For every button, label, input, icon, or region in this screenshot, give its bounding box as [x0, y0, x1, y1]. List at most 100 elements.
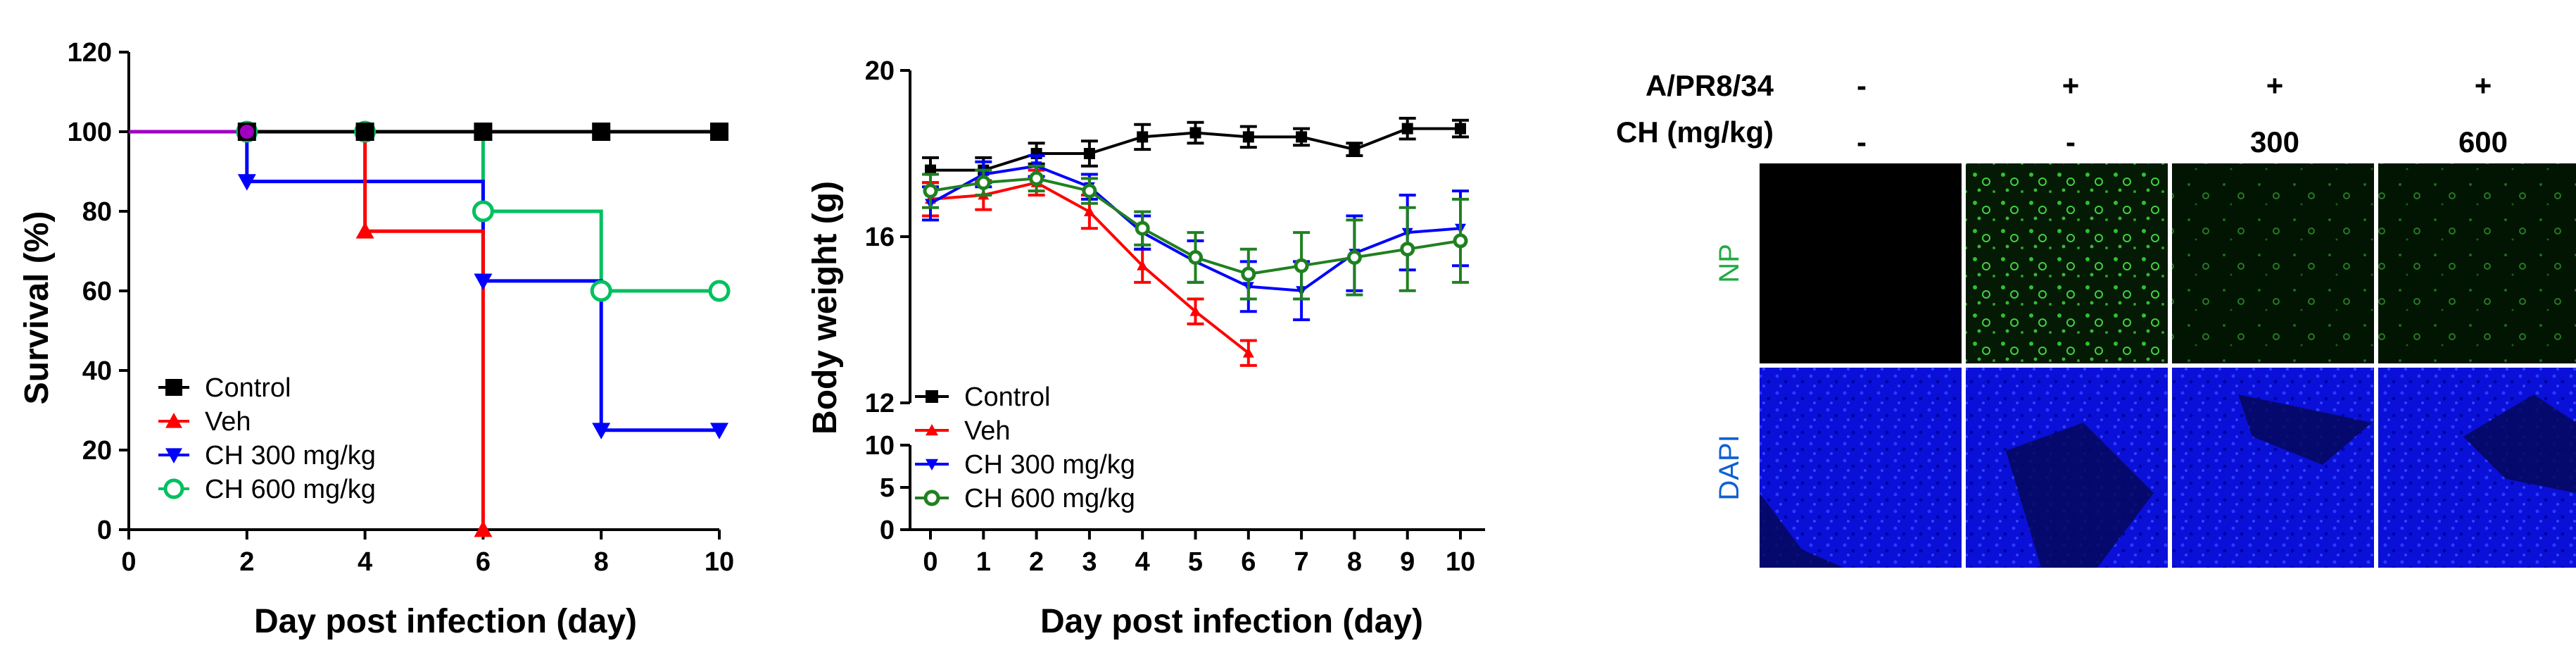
np-microscopy-panel — [1760, 163, 1962, 363]
dapi-microscopy-panel — [2172, 368, 2374, 568]
image-grid-row-label: DAPI — [1714, 435, 1745, 500]
body-weight-x-tick-label: 6 — [1241, 547, 1256, 577]
image-grid-header-value: + — [2062, 69, 2080, 102]
survival-x-tick-label: 10 — [705, 547, 734, 577]
body-weight-y-tick-label: 0 — [880, 516, 895, 545]
survival-legend-marker — [163, 478, 184, 499]
body-weight-data-point — [1400, 242, 1415, 257]
image-grid-header-value: - — [2066, 125, 2076, 158]
np-microscopy-panel — [2378, 163, 2576, 363]
survival-legend: Control Veh CH 300 mg/kg CH 600 mg/kg — [158, 373, 376, 504]
survival-x-tick-label: 0 — [121, 547, 136, 577]
body-weight-data-point — [1083, 148, 1095, 159]
body-weight-legend-label: CH 300 mg/kg — [964, 450, 1135, 480]
body-weight-y-tick-label: 12 — [865, 389, 895, 418]
body-weight-data-point — [1137, 131, 1149, 143]
survival-overlap-point — [239, 125, 254, 139]
survival-y-tick-label: 40 — [82, 356, 112, 386]
body-weight-legend: Control Veh CH 300 mg/kg CH 600 mg/kg — [915, 382, 1135, 513]
survival-y-tick-label: 60 — [82, 277, 112, 306]
survival-y-tick-label: 100 — [68, 118, 112, 147]
survival-y-tick-label: 80 — [82, 197, 112, 227]
body-weight-x-tick-label: 4 — [1135, 547, 1150, 577]
body-weight-x-axis-label: Day post infection (day) — [1040, 603, 1423, 640]
survival-series-layer — [129, 120, 731, 537]
body-weight-x-tick-label: 3 — [1082, 547, 1097, 577]
survival-legend-label: CH 600 mg/kg — [205, 475, 376, 504]
body-weight-data-point — [1401, 123, 1413, 135]
survival-data-point — [592, 423, 611, 440]
body-weight-data-point — [1453, 233, 1468, 249]
survival-x-tick-label: 8 — [594, 547, 609, 577]
dapi-microscopy-panel — [1760, 368, 1962, 568]
body-weight-data-point — [1189, 306, 1201, 316]
survival-y-tick-label: 20 — [82, 436, 112, 466]
body-weight-x-tick-label: 7 — [1294, 547, 1309, 577]
body-weight-x-tick-label: 2 — [1029, 547, 1044, 577]
body-weight-legend-label: Control — [964, 382, 1051, 412]
dapi-tissue-void — [2238, 394, 2372, 465]
body-weight-x-tick-label: 10 — [1446, 547, 1475, 577]
image-grid-header-value: - — [1857, 69, 1867, 102]
survival-data-point — [355, 123, 374, 141]
body-weight-x-tick-label: 1 — [976, 547, 991, 577]
survival-legend-marker — [165, 379, 182, 396]
image-grid-header-label: CH (mg/kg) — [1616, 116, 1774, 149]
survival-legend-label: Veh — [205, 407, 251, 437]
body-weight-data-point — [1349, 144, 1360, 156]
body-weight-x-tick-label: 9 — [1400, 547, 1415, 577]
body-weight-series-layer — [922, 116, 1469, 367]
body-weight-data-point — [1082, 183, 1097, 199]
survival-series-line — [129, 130, 719, 293]
dapi-tissue-void — [1760, 493, 1844, 568]
body-weight-data-point — [923, 183, 938, 199]
body-weight-y-tick-label: 20 — [865, 56, 895, 86]
body-weight-data-point — [1296, 131, 1308, 143]
body-weight-data-point — [1242, 347, 1254, 358]
body-weight-data-point — [1029, 170, 1044, 186]
body-weight-data-point — [1242, 131, 1254, 143]
image-grid-header-label: A/PR8/34 — [1646, 69, 1774, 102]
body-weight-data-point — [1135, 220, 1150, 236]
body-weight-y-axis-label: Body weight (g) — [807, 181, 844, 435]
dapi-tissue-void — [2006, 423, 2154, 568]
survival-data-point — [592, 123, 611, 141]
survival-y-tick-label: 0 — [97, 516, 112, 545]
image-grid-header-value: 600 — [2458, 125, 2508, 158]
body-weight-legend-marker — [923, 490, 940, 506]
body-weight-x-tick-label: 0 — [923, 547, 937, 577]
survival-data-point — [708, 280, 731, 302]
body-weight-data-point — [1189, 127, 1201, 139]
body-weight-data-point — [1083, 206, 1095, 216]
body-weight-y-tick-label: 5 — [880, 473, 895, 503]
survival-y-tick-label: 120 — [68, 38, 112, 68]
body-weight-data-point — [1241, 266, 1256, 282]
body-weight-data-point — [1455, 123, 1466, 135]
dapi-tissue-void — [2463, 394, 2576, 493]
survival-y-axis-label: Survival (%) — [18, 211, 56, 405]
body-weight-y-tick-label: 16 — [865, 223, 895, 252]
survival-x-tick-label: 2 — [239, 547, 254, 577]
body-weight-data-point — [1346, 250, 1362, 265]
image-grid-header-value: + — [2266, 69, 2284, 102]
survival-x-tick-label: 6 — [476, 547, 491, 577]
survival-data-point — [590, 280, 612, 302]
body-weight-data-point — [1188, 250, 1203, 265]
survival-x-tick-label: 4 — [358, 547, 372, 577]
survival-legend-marker — [165, 448, 182, 463]
np-microscopy-panel — [1966, 163, 2168, 363]
survival-data-point — [474, 520, 493, 537]
survival-x-axis-label: Day post infection (day) — [254, 603, 637, 640]
body-weight-legend-label: CH 600 mg/kg — [964, 484, 1135, 513]
survival-data-point — [474, 273, 493, 290]
body-weight-x-tick-label: 5 — [1188, 547, 1203, 577]
body-weight-data-point — [976, 175, 991, 190]
image-grid-row-label: NP — [1714, 244, 1745, 283]
survival-data-point — [710, 423, 728, 440]
body-weight-legend-label: Veh — [964, 416, 1011, 446]
